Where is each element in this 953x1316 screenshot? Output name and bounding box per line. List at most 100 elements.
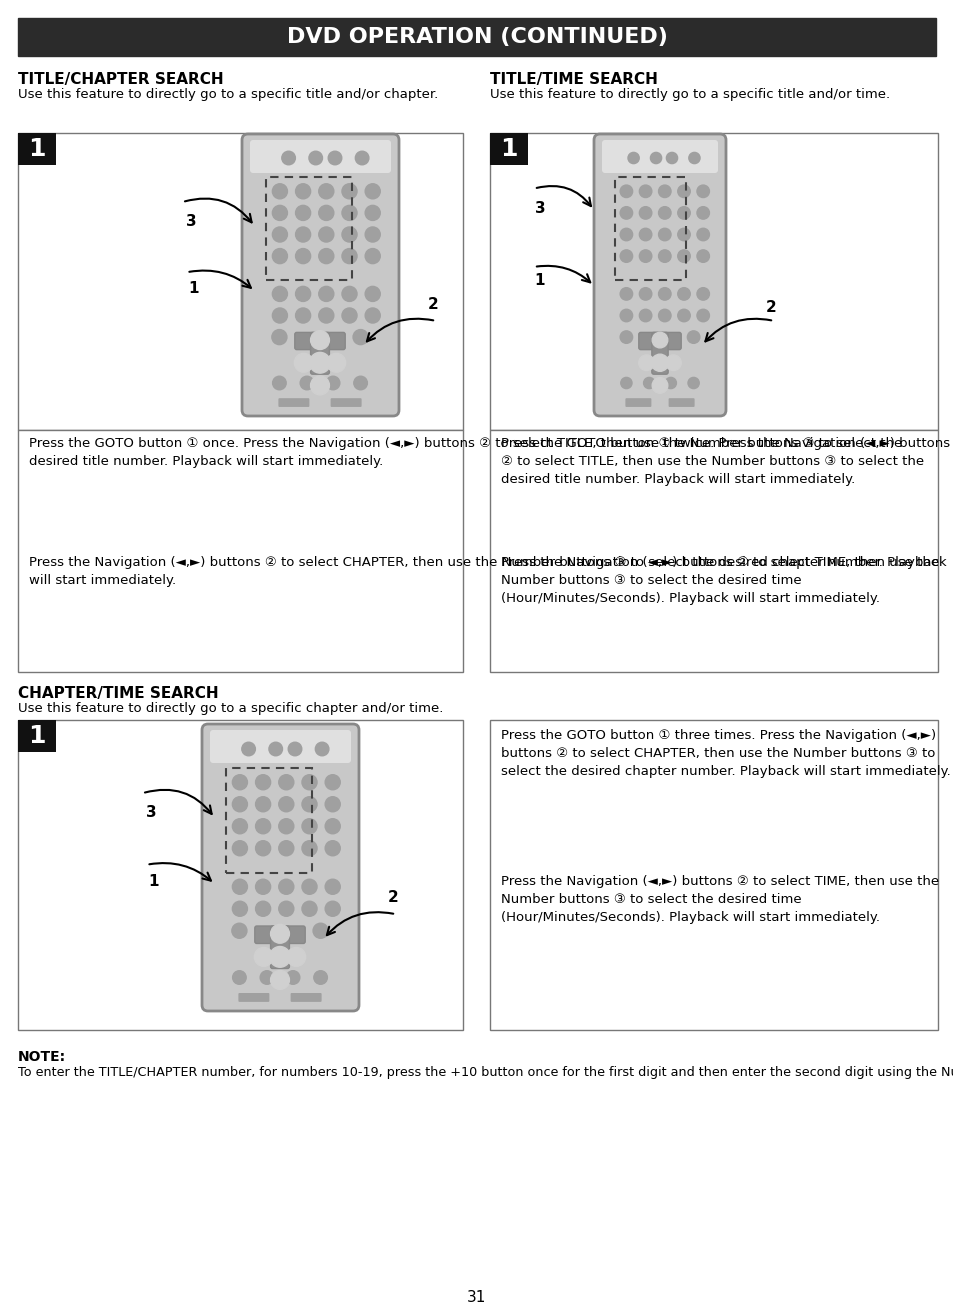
Text: 3: 3: [186, 213, 196, 229]
Text: DVD OPERATION (CONTINUED): DVD OPERATION (CONTINUED): [286, 28, 667, 47]
Circle shape: [302, 796, 316, 812]
Circle shape: [665, 355, 680, 371]
Circle shape: [278, 819, 294, 834]
Circle shape: [619, 228, 632, 241]
FancyBboxPatch shape: [271, 926, 289, 969]
Circle shape: [272, 287, 287, 301]
Text: 2: 2: [765, 300, 776, 315]
FancyBboxPatch shape: [331, 399, 361, 407]
Circle shape: [697, 228, 709, 241]
Circle shape: [233, 901, 247, 916]
Text: 2: 2: [387, 890, 398, 905]
Circle shape: [315, 742, 329, 755]
Circle shape: [328, 151, 341, 164]
Circle shape: [295, 308, 311, 322]
Circle shape: [233, 971, 246, 984]
Circle shape: [666, 153, 677, 163]
Circle shape: [619, 309, 632, 321]
Circle shape: [273, 376, 286, 390]
Circle shape: [688, 153, 700, 163]
Text: 1: 1: [149, 874, 159, 888]
Text: CHAPTER/TIME SEARCH: CHAPTER/TIME SEARCH: [18, 686, 218, 701]
Bar: [18, 430, 462, 672]
Circle shape: [325, 819, 340, 834]
Circle shape: [658, 207, 670, 220]
Text: 1: 1: [29, 724, 46, 747]
FancyBboxPatch shape: [238, 994, 269, 1001]
Bar: [266, 176, 352, 280]
Bar: [490, 133, 527, 164]
Text: 1: 1: [499, 137, 517, 161]
Circle shape: [272, 249, 287, 263]
FancyBboxPatch shape: [202, 724, 358, 1011]
Text: Use this feature to directly go to a specific title and/or chapter.: Use this feature to directly go to a spe…: [18, 88, 437, 101]
Text: TITLE/TIME SEARCH: TITLE/TIME SEARCH: [490, 72, 658, 87]
Circle shape: [314, 971, 327, 984]
Circle shape: [639, 250, 651, 262]
Circle shape: [272, 329, 287, 345]
Circle shape: [233, 841, 247, 855]
Circle shape: [278, 775, 294, 790]
Circle shape: [639, 309, 651, 321]
Text: NOTE:: NOTE:: [18, 1050, 66, 1065]
Circle shape: [325, 879, 340, 895]
Text: Press the GOTO button ① twice. Press the Navigation (◄,►) buttons ② to select TI: Press the GOTO button ① twice. Press the…: [500, 437, 949, 486]
Circle shape: [326, 376, 339, 390]
Circle shape: [354, 376, 367, 390]
Circle shape: [677, 288, 690, 300]
Circle shape: [295, 205, 311, 221]
Circle shape: [232, 924, 247, 938]
Text: Press the Navigation (◄,►) buttons ② to select TIME, then use the Number buttons: Press the Navigation (◄,►) buttons ② to …: [500, 875, 939, 924]
Circle shape: [286, 971, 299, 984]
Circle shape: [287, 948, 305, 966]
Circle shape: [272, 205, 287, 221]
Circle shape: [271, 971, 289, 990]
FancyBboxPatch shape: [651, 333, 667, 374]
FancyBboxPatch shape: [210, 730, 351, 763]
Circle shape: [270, 946, 290, 967]
Circle shape: [652, 378, 667, 393]
Circle shape: [295, 249, 311, 263]
Circle shape: [318, 205, 334, 221]
Circle shape: [353, 329, 368, 345]
Circle shape: [318, 226, 334, 242]
Circle shape: [281, 151, 295, 164]
Circle shape: [355, 151, 369, 164]
Circle shape: [697, 186, 709, 197]
Circle shape: [687, 378, 699, 388]
Circle shape: [255, 796, 271, 812]
Circle shape: [664, 378, 676, 388]
Bar: [615, 176, 685, 280]
Circle shape: [255, 901, 271, 916]
Circle shape: [677, 228, 690, 241]
FancyBboxPatch shape: [639, 333, 680, 350]
Text: 3: 3: [146, 805, 156, 820]
Text: TITLE/CHAPTER SEARCH: TITLE/CHAPTER SEARCH: [18, 72, 223, 87]
Bar: [18, 133, 462, 430]
Circle shape: [327, 353, 345, 372]
Bar: [18, 720, 462, 1030]
Circle shape: [677, 309, 690, 321]
Circle shape: [639, 288, 651, 300]
Circle shape: [302, 819, 316, 834]
Circle shape: [658, 228, 670, 241]
Circle shape: [233, 796, 247, 812]
Circle shape: [278, 841, 294, 855]
FancyBboxPatch shape: [278, 399, 309, 407]
Bar: [490, 720, 937, 1030]
Circle shape: [341, 287, 356, 301]
Circle shape: [309, 151, 322, 164]
Circle shape: [627, 153, 639, 163]
Circle shape: [639, 207, 651, 220]
Circle shape: [365, 226, 380, 242]
Circle shape: [619, 186, 632, 197]
Circle shape: [325, 841, 340, 855]
Circle shape: [697, 250, 709, 262]
Circle shape: [318, 184, 334, 199]
Circle shape: [325, 775, 340, 790]
Text: 1: 1: [189, 282, 199, 296]
FancyBboxPatch shape: [625, 399, 651, 407]
Circle shape: [639, 186, 651, 197]
Circle shape: [254, 948, 273, 966]
Circle shape: [295, 287, 311, 301]
